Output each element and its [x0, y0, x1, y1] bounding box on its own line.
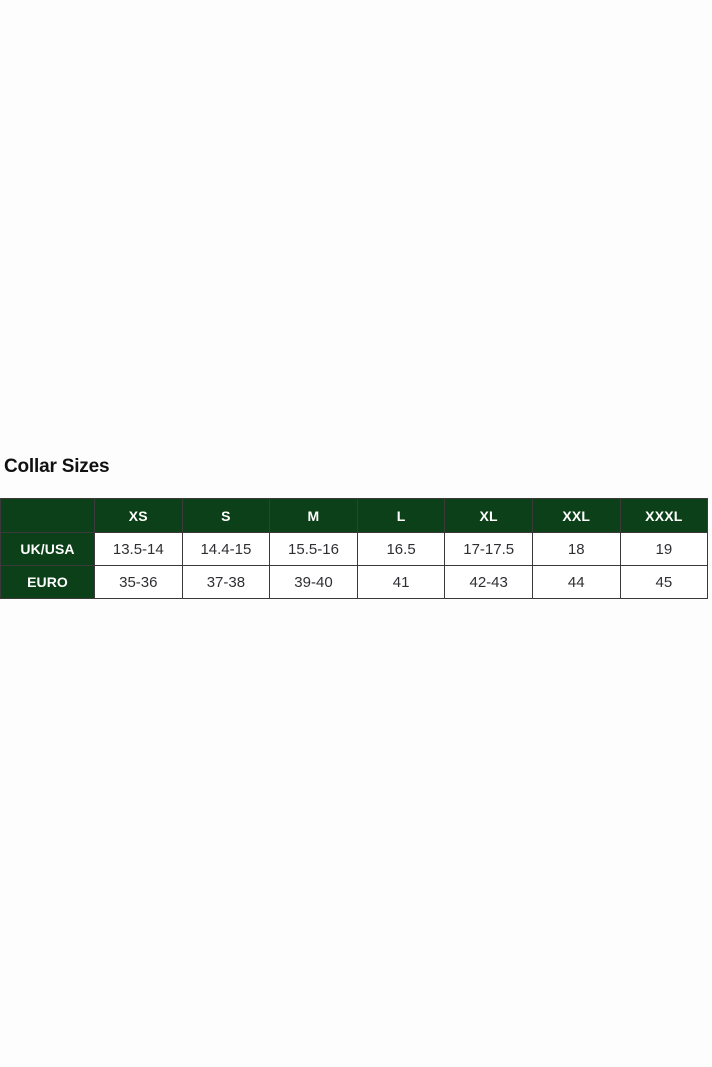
- column-header-l: L: [356, 498, 446, 533]
- cell-uk-usa-xxxl: 19: [619, 532, 709, 566]
- cell-euro-m: 39-40: [269, 565, 358, 599]
- table-header: XS S M L XL XXL XXXL: [0, 498, 709, 533]
- row-label-euro: EURO: [0, 565, 95, 599]
- table-row: EURO 35-36 37-38 39-40 41 42-43 44 45: [0, 565, 709, 599]
- collar-size-table: XS S M L XL XXL XXXL UK/USA 13.5-14 14.4…: [0, 498, 709, 599]
- column-header-s: S: [181, 498, 271, 533]
- cell-uk-usa-xxl: 18: [531, 532, 621, 566]
- cell-uk-usa-xs: 13.5-14: [94, 532, 183, 566]
- table-row: UK/USA 13.5-14 14.4-15 15.5-16 16.5 17-1…: [0, 532, 709, 566]
- column-header-xs: XS: [94, 498, 183, 533]
- cell-euro-xs: 35-36: [94, 565, 183, 599]
- cell-euro-xxxl: 45: [619, 565, 709, 599]
- cell-euro-l: 41: [356, 565, 446, 599]
- column-header-xxxl: XXXL: [619, 498, 709, 533]
- column-header-xl: XL: [444, 498, 533, 533]
- column-header-m: M: [269, 498, 358, 533]
- table-body: UK/USA 13.5-14 14.4-15 15.5-16 16.5 17-1…: [0, 532, 709, 599]
- collar-sizes-section: Collar Sizes XS S M L XL XXL XXXL: [0, 455, 712, 599]
- column-header-xxl: XXL: [531, 498, 621, 533]
- cell-uk-usa-s: 14.4-15: [181, 532, 271, 566]
- table-header-row: XS S M L XL XXL XXXL: [0, 498, 709, 533]
- cell-uk-usa-m: 15.5-16: [269, 532, 358, 566]
- table-corner-cell: [0, 498, 95, 533]
- cell-euro-s: 37-38: [181, 565, 271, 599]
- cell-euro-xl: 42-43: [444, 565, 533, 599]
- cell-euro-xxl: 44: [531, 565, 621, 599]
- page-title: Collar Sizes: [4, 456, 110, 477]
- cell-uk-usa-l: 16.5: [356, 532, 446, 566]
- row-label-uk-usa: UK/USA: [0, 532, 95, 566]
- cell-uk-usa-xl: 17-17.5: [444, 532, 533, 566]
